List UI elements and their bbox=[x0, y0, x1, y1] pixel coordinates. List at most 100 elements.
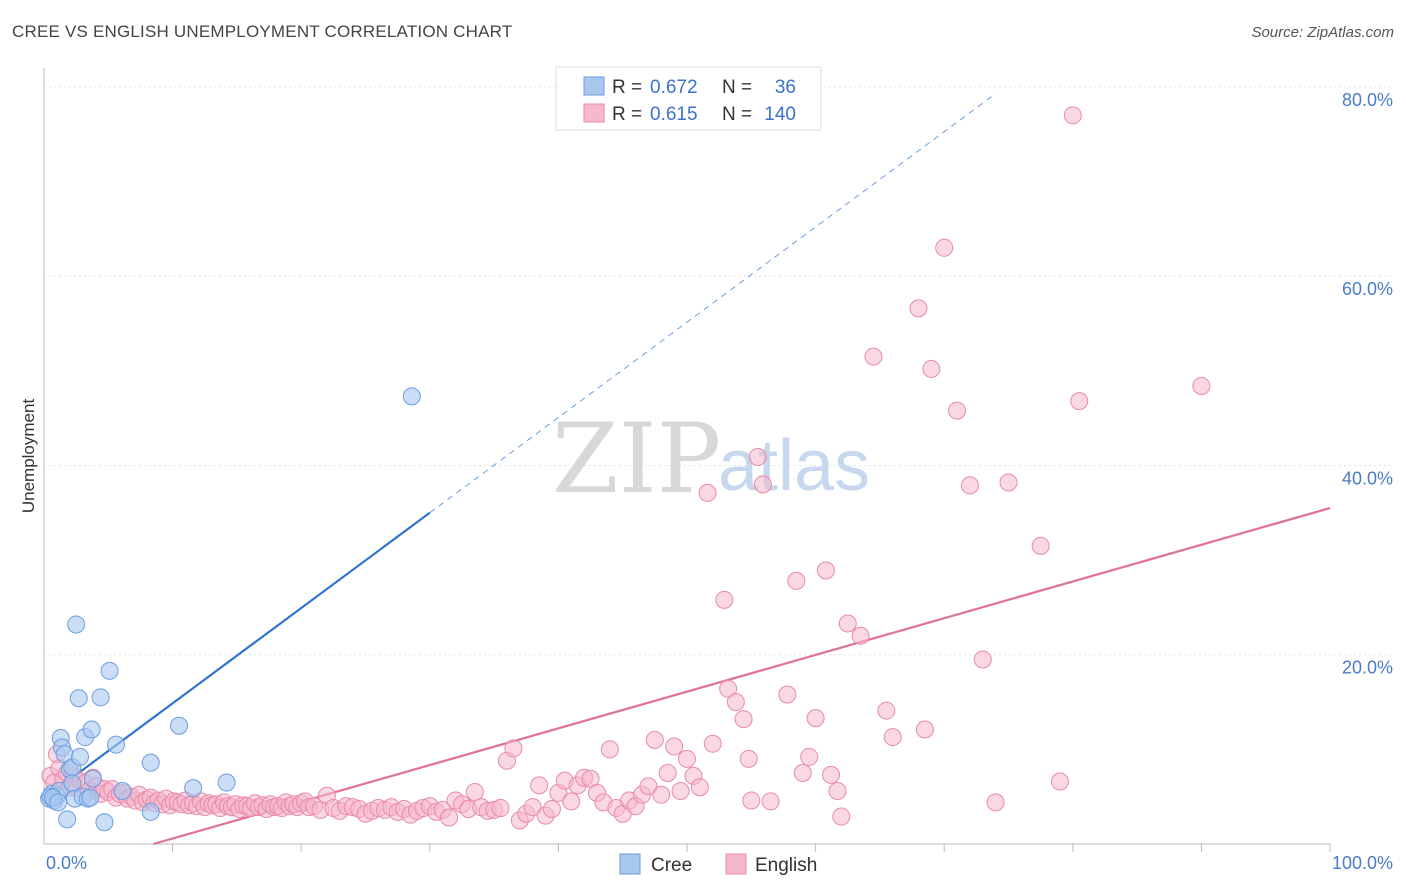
english-point bbox=[678, 749, 696, 768]
english-point bbox=[523, 798, 542, 817]
trend-lines bbox=[43, 93, 1331, 846]
cree-point bbox=[141, 753, 160, 772]
y-tick-label: 20.0% bbox=[1342, 658, 1393, 678]
english-point bbox=[703, 734, 722, 753]
english-point bbox=[864, 347, 883, 366]
english-point bbox=[658, 764, 677, 783]
english-point bbox=[793, 764, 812, 783]
english-point bbox=[715, 590, 734, 609]
english-point bbox=[665, 737, 684, 756]
x-tick-label-max: 100.0% bbox=[1332, 853, 1393, 873]
cree-point bbox=[82, 720, 101, 739]
english-point bbox=[851, 626, 870, 645]
cree-point bbox=[83, 769, 102, 788]
bottom-legend-label-english: English bbox=[755, 855, 817, 876]
english-point bbox=[822, 765, 841, 784]
english-point bbox=[960, 476, 979, 495]
y-tick-label: 60.0% bbox=[1342, 279, 1393, 299]
english-point bbox=[652, 785, 671, 804]
english-point bbox=[748, 447, 767, 466]
legend-n-label-english: N = bbox=[722, 104, 752, 125]
english-point bbox=[761, 792, 780, 811]
legend-r-value-cree: 0.672 bbox=[650, 77, 698, 98]
english-point bbox=[999, 473, 1018, 492]
cree-point bbox=[141, 802, 160, 821]
cree-point bbox=[217, 773, 236, 792]
english-point bbox=[671, 782, 690, 801]
cree-point bbox=[91, 688, 110, 707]
bottom-legend-swatch-english bbox=[725, 853, 747, 875]
cree-point bbox=[184, 779, 203, 798]
bottom-legend-label-cree: Cree bbox=[651, 855, 692, 876]
axes bbox=[43, 68, 1331, 852]
cree-point bbox=[113, 782, 132, 801]
english-point bbox=[690, 778, 709, 797]
english-point bbox=[1070, 392, 1089, 411]
english-point bbox=[986, 793, 1005, 812]
tick-labels: 0.0% 100.0% 20.0% 40.0% 60.0% 80.0% bbox=[46, 90, 1393, 873]
english-point bbox=[440, 808, 459, 827]
english-point bbox=[1050, 772, 1069, 791]
english-point bbox=[645, 730, 664, 749]
cree-point bbox=[107, 735, 126, 754]
english-point bbox=[491, 799, 510, 818]
watermark-atlas: atlas bbox=[718, 426, 870, 506]
english-point bbox=[816, 561, 835, 580]
x-tick-label-min: 0.0% bbox=[46, 853, 87, 873]
english-point bbox=[698, 483, 717, 502]
legend-r-label-english: R = bbox=[612, 104, 642, 125]
english-point bbox=[1192, 376, 1211, 395]
cree-point bbox=[81, 788, 100, 807]
english-point bbox=[542, 799, 561, 818]
english-point bbox=[753, 475, 772, 494]
cree-point bbox=[402, 387, 421, 406]
english-point bbox=[778, 685, 797, 704]
english-point bbox=[734, 710, 753, 729]
legend-swatch-cree bbox=[583, 76, 605, 96]
gridlines bbox=[44, 86, 1392, 656]
english-point bbox=[742, 791, 761, 810]
english-point bbox=[787, 571, 806, 590]
watermark-zip: ZIP bbox=[552, 403, 721, 515]
cree-point bbox=[95, 813, 114, 832]
english-point bbox=[922, 359, 941, 378]
english-point bbox=[726, 693, 745, 712]
legend-n-label-cree: N = bbox=[722, 77, 752, 98]
bottom-legend-swatch-cree bbox=[619, 853, 641, 875]
english-point bbox=[909, 299, 928, 318]
y-tick-label: 80.0% bbox=[1342, 90, 1393, 110]
english-point bbox=[530, 776, 549, 795]
bottom-legend: Cree English bbox=[619, 853, 817, 876]
english-point bbox=[948, 401, 967, 420]
legend-r-label-cree: R = bbox=[612, 77, 642, 98]
cree-trend-extension bbox=[429, 93, 996, 514]
data-points bbox=[40, 106, 1211, 832]
english-point bbox=[973, 650, 992, 669]
english-point bbox=[639, 777, 658, 796]
legend-swatch-english bbox=[583, 103, 605, 123]
english-point bbox=[800, 747, 819, 766]
legend-n-value-english: 140 bbox=[764, 104, 796, 125]
legend: R = 0.672 N = 36 R = 0.615 N = 140 bbox=[555, 66, 822, 131]
english-point bbox=[1063, 106, 1082, 125]
english-trend-line bbox=[153, 506, 1331, 846]
chart-source: Source: ZipAtlas.com bbox=[1251, 24, 1394, 41]
english-point bbox=[562, 792, 581, 811]
english-point bbox=[828, 782, 847, 801]
cree-point bbox=[100, 661, 119, 680]
english-point bbox=[935, 238, 954, 257]
english-point bbox=[465, 782, 484, 801]
legend-r-value-english: 0.615 bbox=[650, 104, 698, 125]
legend-n-value-cree: 36 bbox=[775, 77, 796, 98]
cree-point bbox=[58, 810, 77, 829]
english-point bbox=[915, 720, 934, 739]
english-point bbox=[719, 679, 738, 698]
cree-point bbox=[67, 615, 86, 634]
y-tick-label: 40.0% bbox=[1342, 468, 1393, 488]
english-point bbox=[883, 728, 902, 747]
english-point bbox=[838, 614, 857, 633]
english-point bbox=[806, 709, 825, 728]
cree-point bbox=[170, 716, 189, 735]
english-point bbox=[739, 749, 758, 768]
